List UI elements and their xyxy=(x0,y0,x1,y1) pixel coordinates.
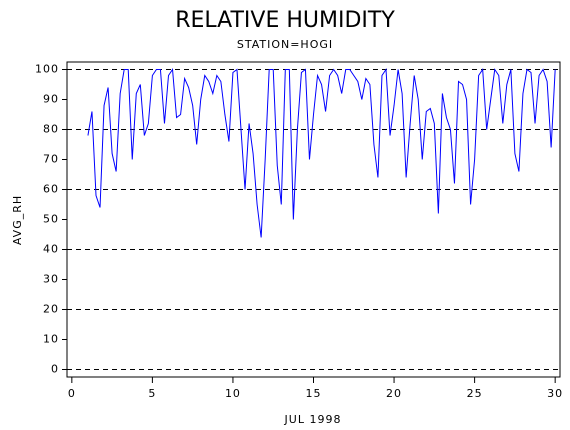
x-tick-label: 10 xyxy=(225,387,241,400)
y-tick-label: 0 xyxy=(51,363,59,376)
chart-subtitle: STATION=HOGI xyxy=(237,38,333,51)
y-tick-label: 100 xyxy=(35,63,59,76)
y-tick-label: 10 xyxy=(43,333,59,346)
x-tick-label: 30 xyxy=(547,387,563,400)
x-tick-label: 15 xyxy=(306,387,322,400)
x-axis-label: JUL 1998 xyxy=(284,413,342,426)
y-tick-label: 60 xyxy=(43,183,59,196)
y-tick-label: 80 xyxy=(43,123,59,136)
y-tick-label: 70 xyxy=(43,153,59,166)
line xyxy=(87,67,556,238)
x-tick-label: 0 xyxy=(68,387,76,400)
x-tick-label: 5 xyxy=(148,387,156,400)
y-axis-label: AVG_RH xyxy=(11,195,24,245)
y-tick-label: 50 xyxy=(43,213,59,226)
y-tick-label: 20 xyxy=(43,303,59,316)
y-tick-label: 90 xyxy=(43,93,59,106)
x-tick-label: 20 xyxy=(386,387,402,400)
y-tick-label: 30 xyxy=(43,273,59,286)
chart-title: RELATIVE HUMIDITY xyxy=(175,8,395,33)
x-tick-label: 25 xyxy=(467,387,483,400)
y-tick-label: 40 xyxy=(43,243,59,256)
